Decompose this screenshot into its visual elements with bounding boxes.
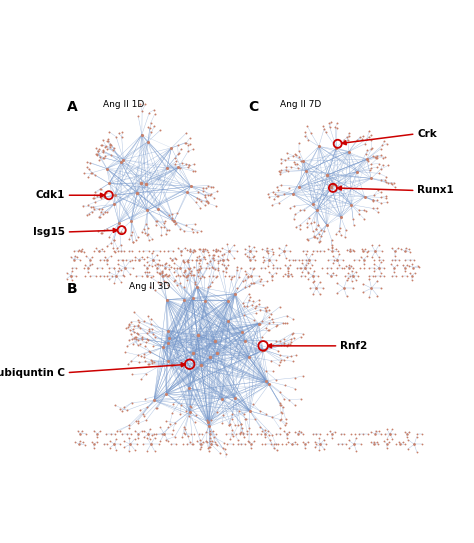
Text: Cdk1: Cdk1 (36, 190, 65, 200)
Text: A: A (66, 100, 77, 113)
Text: Crk: Crk (418, 129, 437, 139)
Text: Ang II 3D: Ang II 3D (129, 282, 170, 291)
Text: Ang II 7D: Ang II 7D (280, 100, 321, 109)
Text: Runx1: Runx1 (418, 186, 454, 195)
Text: ubiquntin C: ubiquntin C (0, 368, 65, 378)
Text: Isg15: Isg15 (33, 227, 65, 237)
Text: B: B (66, 282, 77, 295)
Text: Ang II 1D: Ang II 1D (103, 100, 145, 109)
Text: Rnf2: Rnf2 (340, 341, 367, 351)
Text: C: C (248, 100, 259, 113)
